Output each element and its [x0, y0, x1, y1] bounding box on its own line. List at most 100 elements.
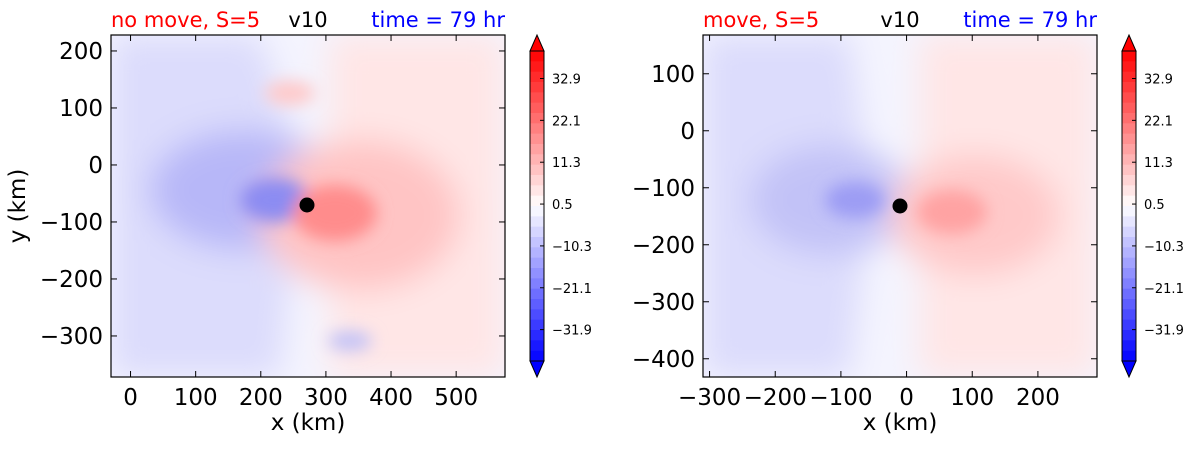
plot-frame	[702, 34, 1098, 378]
colorbar-frame	[1121, 50, 1137, 362]
colorbar-band	[1122, 195, 1136, 207]
storm-center-marker	[892, 198, 908, 214]
colorbar-band	[1122, 257, 1136, 269]
colorbar-band	[1122, 175, 1136, 186]
colorbar-band	[530, 237, 544, 248]
x-tick-label: 100	[950, 385, 994, 411]
colorbar-tick-label: −21.1	[552, 282, 592, 297]
colorbar-band	[1122, 340, 1136, 352]
colorbar-tick-label: 0.5	[552, 198, 573, 213]
colorbar-frame	[529, 50, 545, 362]
contour-field	[111, 35, 505, 377]
y-tick-label: −200	[40, 267, 103, 293]
colorbar-tick-label: 11.3	[1144, 156, 1173, 171]
y-tick-label: 100	[651, 62, 695, 88]
colorbar-band	[1122, 71, 1136, 83]
colorbar-band	[530, 71, 544, 83]
colorbar-band	[1122, 185, 1136, 197]
x-tick-label: 100	[174, 385, 218, 411]
field-negative-core	[240, 178, 310, 222]
colorbar-band	[1122, 226, 1136, 238]
y-tick-label: 0	[88, 153, 103, 179]
colorbar-band	[1122, 206, 1136, 217]
colorbar-band	[1122, 92, 1136, 104]
colorbar-band	[1122, 319, 1136, 331]
colorbar-band	[530, 350, 544, 362]
colorbar-band	[1122, 268, 1136, 279]
colorbar-band	[530, 144, 544, 155]
x-tick-label: 400	[369, 385, 413, 411]
colorbar-band	[530, 330, 544, 341]
colorbar-band	[1122, 123, 1136, 135]
y-axis-label: y (km)	[5, 169, 31, 244]
y-tick-label: −100	[40, 210, 103, 236]
x-tick-label: 0	[123, 385, 138, 411]
colorbar-band	[530, 216, 544, 228]
colorbar-band	[1122, 113, 1136, 124]
colorbar-band	[1122, 82, 1136, 93]
field-positive-core	[917, 190, 987, 234]
colorbar-band	[530, 268, 544, 279]
colorbar-tick-label: 32.9	[1144, 73, 1173, 88]
x-tick-label: 200	[1016, 385, 1060, 411]
colorbar-band	[530, 195, 544, 207]
field-negative-blob	[328, 331, 372, 351]
colorbar-band	[1122, 330, 1136, 341]
colorbar-band	[530, 61, 544, 73]
colorbar-band	[530, 133, 544, 145]
colorbar-band	[1122, 350, 1136, 362]
colorbar-band	[530, 206, 544, 217]
colorbar-band	[1122, 144, 1136, 155]
colorbar-extend-min	[1121, 360, 1137, 379]
colorbar-band	[530, 185, 544, 197]
colorbar-tick-label: −21.1	[1144, 282, 1184, 297]
x-tick-label: 300	[304, 385, 348, 411]
plot-frame	[110, 34, 506, 378]
colorbar-band	[530, 164, 544, 176]
x-tick-label: −200	[744, 385, 807, 411]
title-left: move, S=5	[703, 8, 819, 32]
colorbar-band	[1122, 133, 1136, 145]
colorbar-band	[530, 226, 544, 238]
y-tick-label: 100	[59, 96, 103, 122]
axis-ticks: 0 100 200 300 400 500 200 100 0 −100 −200 −300	[40, 35, 505, 411]
colorbar-band	[530, 288, 544, 300]
colorbar-extend-max	[529, 33, 545, 52]
colorbar-tick-label: 32.9	[552, 73, 581, 88]
title-mid: v10	[288, 8, 327, 32]
x-axis-label: x (km)	[271, 410, 346, 436]
colorbar-band	[530, 278, 544, 290]
colorbar-band	[1122, 299, 1136, 310]
colorbar-band	[530, 82, 544, 93]
panel-no-move: no move, S=5 v10 time = 79 hr 0 100 200 300…	[5, 8, 592, 436]
colorbar-band	[530, 257, 544, 269]
colorbar-tick-label: −31.9	[552, 324, 592, 339]
colorbar-extend-max	[1121, 33, 1137, 52]
colorbar-band	[530, 247, 544, 259]
colorbar-band	[530, 319, 544, 331]
field-positive-blob	[265, 81, 315, 105]
x-tick-label: −100	[809, 385, 872, 411]
colorbar-tick-label: 11.3	[552, 156, 581, 171]
colorbar-tick-label: −10.3	[1144, 240, 1184, 255]
field-negative-core	[825, 182, 885, 218]
title-right: time = 79 hr	[963, 8, 1097, 32]
colorbar-band	[1122, 154, 1136, 166]
colorbar-tick-label: −31.9	[1144, 324, 1184, 339]
colorbar-band	[530, 340, 544, 352]
y-tick-label: 200	[59, 39, 103, 65]
title-mid: v10	[880, 8, 919, 32]
colorbar-tick-label: 22.1	[552, 114, 581, 129]
colorbar-band	[1122, 51, 1136, 62]
colorbar-tick-label: 0.5	[1144, 198, 1165, 213]
y-tick-label: −200	[632, 233, 695, 259]
x-tick-label: 0	[899, 385, 914, 411]
field-positive-core	[293, 185, 377, 241]
colorbar-band	[1122, 61, 1136, 73]
x-tick-label: −300	[678, 385, 741, 411]
colorbar: 32.9 22.1 11.3 0.5 −10.3 −21.1 −31.9	[1121, 33, 1184, 379]
y-tick-label: −300	[632, 290, 695, 316]
colorbar-band	[530, 102, 544, 114]
colorbar-band	[1122, 247, 1136, 259]
